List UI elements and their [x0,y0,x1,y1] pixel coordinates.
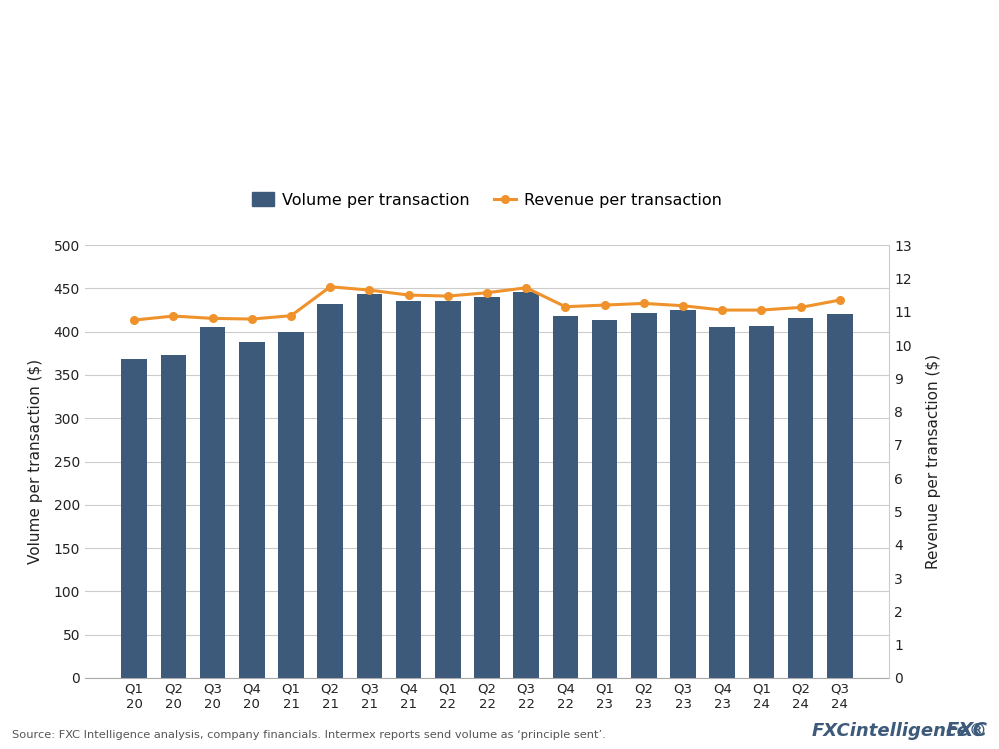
Bar [475,297,500,678]
Bar [122,360,147,678]
Bar [827,315,852,678]
Bar [513,292,538,678]
Bar [200,327,226,678]
Bar [239,342,265,678]
Bar [318,304,343,678]
Bar [357,294,383,678]
Bar [788,318,813,678]
Y-axis label: Revenue per transaction ($): Revenue per transaction ($) [926,354,941,569]
Bar [748,326,774,678]
Bar [631,312,656,678]
Bar [161,355,186,678]
Bar [279,332,304,678]
Text: Source: FXC Intelligence analysis, company financials. Intermex reports send vol: Source: FXC Intelligence analysis, compa… [12,730,605,740]
Text: Intermex quarterly volume per transaction and revenue per transaction: Intermex quarterly volume per transactio… [18,89,666,107]
Bar [396,300,422,678]
Bar [709,327,735,678]
Bar [670,310,695,678]
Bar [591,321,617,678]
Legend: Volume per transaction, Revenue per transaction: Volume per transaction, Revenue per tran… [246,186,728,214]
Text: FXCintelligence®: FXCintelligence® [811,722,987,740]
Text: FXC: FXC [945,721,987,740]
Y-axis label: Volume per transaction ($): Volume per transaction ($) [28,359,43,564]
Bar [552,316,578,678]
Text: Intermex’s revenue & volume per transaction increased in Q3: Intermex’s revenue & volume per transact… [18,29,938,55]
Bar [436,301,461,678]
